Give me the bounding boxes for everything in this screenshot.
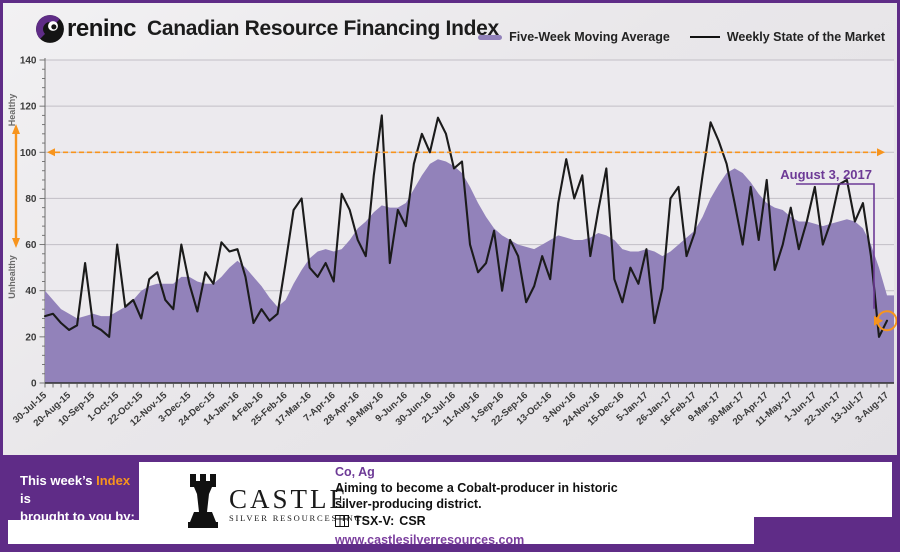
- castle-subtitle: SILVER RESOURCES INC.: [229, 513, 366, 523]
- legend: Five-Week Moving Average Weekly State of…: [478, 30, 885, 44]
- ticker-symbol: CSR: [399, 514, 426, 528]
- healthy-range-arrow-top: [12, 124, 20, 134]
- y-tick-label: 60: [25, 240, 37, 251]
- annotation-connector: [796, 183, 875, 309]
- footer: This week’s Index is brought to you by: …: [3, 455, 897, 549]
- castle-names: CASTLE SILVER RESOURCES INC.: [229, 484, 366, 524]
- company-description-line1: Aiming to become a Cobalt-producer in hi…: [335, 481, 618, 495]
- sponsor-intro-line2: brought to you by:: [20, 509, 135, 524]
- weekly-swatch-icon: [689, 36, 720, 38]
- y-tick-label: 120: [20, 102, 37, 113]
- legend-weekly-label: Weekly State of the Market: [726, 30, 885, 44]
- financing-index-chart: 020406080100120140HealthyUnhealthy30-Jul…: [7, 56, 897, 429]
- company-description-line2: silver-producing district.: [335, 497, 482, 511]
- y-tick-label: 140: [20, 56, 37, 67]
- page-title: Canadian Resource Financing Index: [147, 17, 499, 40]
- reference-arrow-left: [47, 148, 55, 157]
- brand: reninc Canadian Resource Financing Index: [35, 14, 499, 44]
- sponsor-intro-prefix: This week’s: [20, 473, 97, 488]
- y-tick-label: 20: [25, 332, 37, 343]
- ma-area: [45, 159, 894, 383]
- y-tick-label: 80: [25, 194, 37, 205]
- unhealthy-label: Unhealthy: [7, 255, 17, 299]
- sponsor-banner: [8, 462, 892, 544]
- healthy-range-arrow-bottom: [12, 238, 20, 248]
- legend-item-ma: Five-Week Moving Average: [478, 30, 670, 44]
- company-info: Co, Ag Aiming to become a Cobalt-produce…: [335, 464, 618, 548]
- sponsor-intro: This week’s Index is brought to you by:: [8, 462, 139, 524]
- y-tick-label: 100: [20, 148, 37, 159]
- chart-grid-icon: [335, 515, 349, 527]
- legend-ma-label: Five-Week Moving Average: [509, 30, 670, 44]
- y-tick-label: 0: [31, 379, 37, 390]
- last-point-arrow: [874, 315, 883, 326]
- commodities: Co, Ag: [335, 465, 375, 479]
- chart-panel: reninc Canadian Resource Financing Index…: [3, 3, 897, 455]
- weekly-line: [43, 114, 889, 338]
- oreninc-logo-icon: [36, 15, 64, 43]
- sponsor-intro-suffix: is: [20, 491, 31, 506]
- footer-notch: [754, 517, 892, 544]
- castle-name: CASTLE: [229, 484, 350, 514]
- company-website[interactable]: www.castlesilverresources.com: [335, 533, 525, 547]
- healthy-label: Healthy: [7, 94, 17, 127]
- reference-arrow-right: [877, 148, 885, 157]
- castle-logo: CASTLE SILVER RESOURCES INC.: [183, 472, 366, 532]
- y-tick-label: 40: [25, 286, 37, 297]
- ticker-row: TSX-V: CSR: [335, 513, 618, 529]
- legend-item-weekly: Weekly State of the Market: [689, 30, 885, 44]
- brand-logo-text: reninc: [67, 15, 137, 42]
- ma-swatch-icon: [478, 34, 503, 40]
- rook-icon: [188, 474, 218, 528]
- sponsor-intro-highlight: Index: [96, 473, 131, 488]
- annotation-label: August 3, 2017: [780, 167, 872, 182]
- ticker-exchange: TSX-V:: [354, 514, 395, 528]
